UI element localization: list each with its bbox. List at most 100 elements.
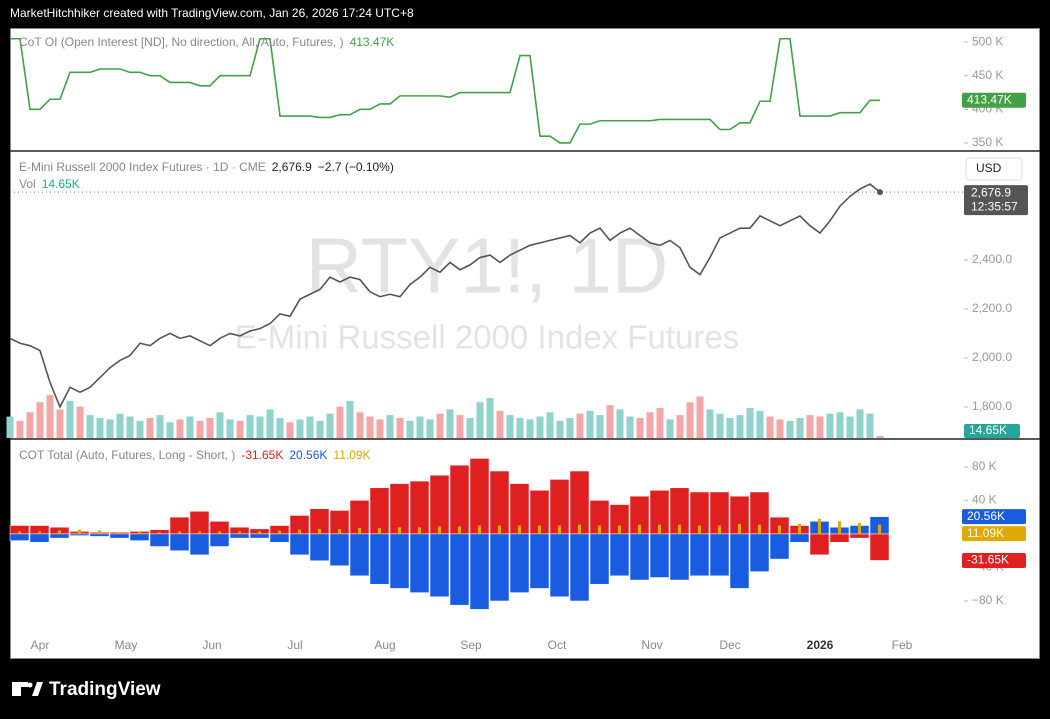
volume-bar: [196, 420, 204, 438]
logo-text: TradingView: [49, 679, 161, 700]
volume-bar: [556, 420, 564, 438]
volume-bar: [436, 413, 444, 438]
cot-bar: [409, 533, 430, 593]
cot-bar: [498, 525, 501, 534]
legend-value: 20.56K: [289, 448, 327, 462]
volume-bar: [656, 407, 664, 438]
currency[interactable]: USD: [976, 161, 1002, 175]
cot-bar: [89, 533, 110, 537]
cot-bar: [458, 526, 461, 534]
value-box-label: 20.56K: [967, 509, 1005, 523]
volume-bar: [346, 400, 354, 438]
legend-title: CoT OI (Open Interest [ND], No direction…: [19, 35, 344, 49]
cot-bar: [58, 530, 61, 534]
cot-bar: [389, 533, 410, 589]
cot-bar: [369, 533, 390, 585]
cot-bar: [518, 525, 521, 534]
volume-bar: [676, 415, 684, 438]
y-tick-label: 2,000.0: [972, 350, 1012, 364]
volume-bar: [216, 412, 224, 438]
value-box-label: 14.65K: [969, 423, 1007, 437]
cot-bar: [809, 533, 830, 556]
currency-box[interactable]: [965, 157, 1023, 181]
cot-bar: [449, 533, 470, 606]
line-series: [9, 183, 881, 409]
volume-bar: [126, 416, 134, 438]
volume-bar: [566, 417, 574, 438]
cot-bar: [78, 529, 81, 534]
volume-bar: [576, 413, 584, 438]
cot-bar: [769, 533, 790, 560]
legend: E-Mini Russell 2000 Index Futures · 1D ·…: [19, 160, 394, 174]
cot-bar: [829, 533, 850, 543]
x-tick-label: Jul: [287, 638, 302, 652]
volume-bar: [296, 419, 304, 438]
volume-bar: [526, 419, 534, 438]
cot-bar: [189, 533, 210, 556]
y-tick-label: 1,800.0: [972, 399, 1012, 413]
cot-bar: [758, 524, 761, 534]
cot-bar: [649, 533, 670, 578]
volume-bar: [606, 405, 614, 438]
volume-bar: [856, 409, 864, 438]
volume-bar: [316, 420, 324, 438]
volume-bar: [286, 422, 294, 438]
volume-bar: [16, 420, 24, 438]
logo: TradingView: [12, 679, 161, 700]
cot-bar: [398, 527, 401, 534]
y-tick-label: −80 K: [972, 593, 1004, 607]
cot-bar: [349, 533, 370, 577]
x-tick-label: Jun: [202, 638, 221, 652]
volume-bar: [786, 420, 794, 438]
cot-bar: [198, 531, 201, 534]
volume-bar: [586, 410, 594, 438]
cot-bar: [558, 525, 561, 534]
cot-bar: [569, 470, 590, 535]
volume-bar: [376, 419, 384, 438]
cot-bar: [338, 528, 341, 534]
cot-bar: [189, 511, 210, 535]
price-box-label: 2,676.9: [971, 185, 1011, 199]
volume-bar: [336, 406, 344, 438]
cot-bar: [678, 524, 681, 534]
cot-bar: [789, 533, 810, 543]
volume-bar: [276, 417, 284, 438]
volume-bar: [6, 416, 14, 438]
cot-bar: [429, 533, 450, 598]
y-tick-label: 2,400.0: [972, 252, 1012, 266]
volume-bar: [486, 397, 494, 438]
volume-bar: [766, 416, 774, 438]
volume-bar: [736, 415, 744, 438]
volume-bar: [86, 415, 94, 438]
volume-bar: [176, 419, 184, 438]
x-tick-label: Feb: [892, 638, 913, 652]
volume-bar: [116, 413, 124, 438]
cot-bar: [478, 525, 481, 534]
volume-bar: [66, 400, 74, 438]
cot-bar: [718, 525, 721, 534]
cot-bar: [118, 532, 121, 534]
value-box: [964, 424, 1020, 438]
cot-bar: [838, 521, 841, 534]
countdown: 12:35:57: [971, 199, 1018, 213]
legend-title: E-Mini Russell 2000 Index Futures · 1D ·…: [19, 160, 266, 174]
cot-bar: [778, 525, 781, 534]
volume-bar: [246, 415, 254, 438]
volume-bar: [406, 420, 414, 438]
cot-bar: [749, 533, 770, 572]
volume-bar: [826, 413, 834, 438]
volume-bar: [466, 417, 474, 438]
cot-bar: [109, 533, 130, 539]
volume-bar: [746, 407, 754, 438]
cot-bar: [369, 487, 390, 535]
y-tick-label: 40 K: [972, 493, 997, 507]
volume-bar: [476, 402, 484, 438]
cot-bar: [318, 528, 321, 534]
cot-bar: [658, 524, 661, 534]
x-tick-label: Aug: [374, 638, 395, 652]
volume-bar: [386, 415, 394, 438]
value-box: [962, 92, 1026, 108]
cot-bar: [98, 530, 101, 534]
volume-bar: [536, 416, 544, 438]
